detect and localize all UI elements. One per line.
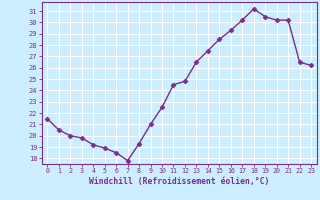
X-axis label: Windchill (Refroidissement éolien,°C): Windchill (Refroidissement éolien,°C) (89, 177, 269, 186)
